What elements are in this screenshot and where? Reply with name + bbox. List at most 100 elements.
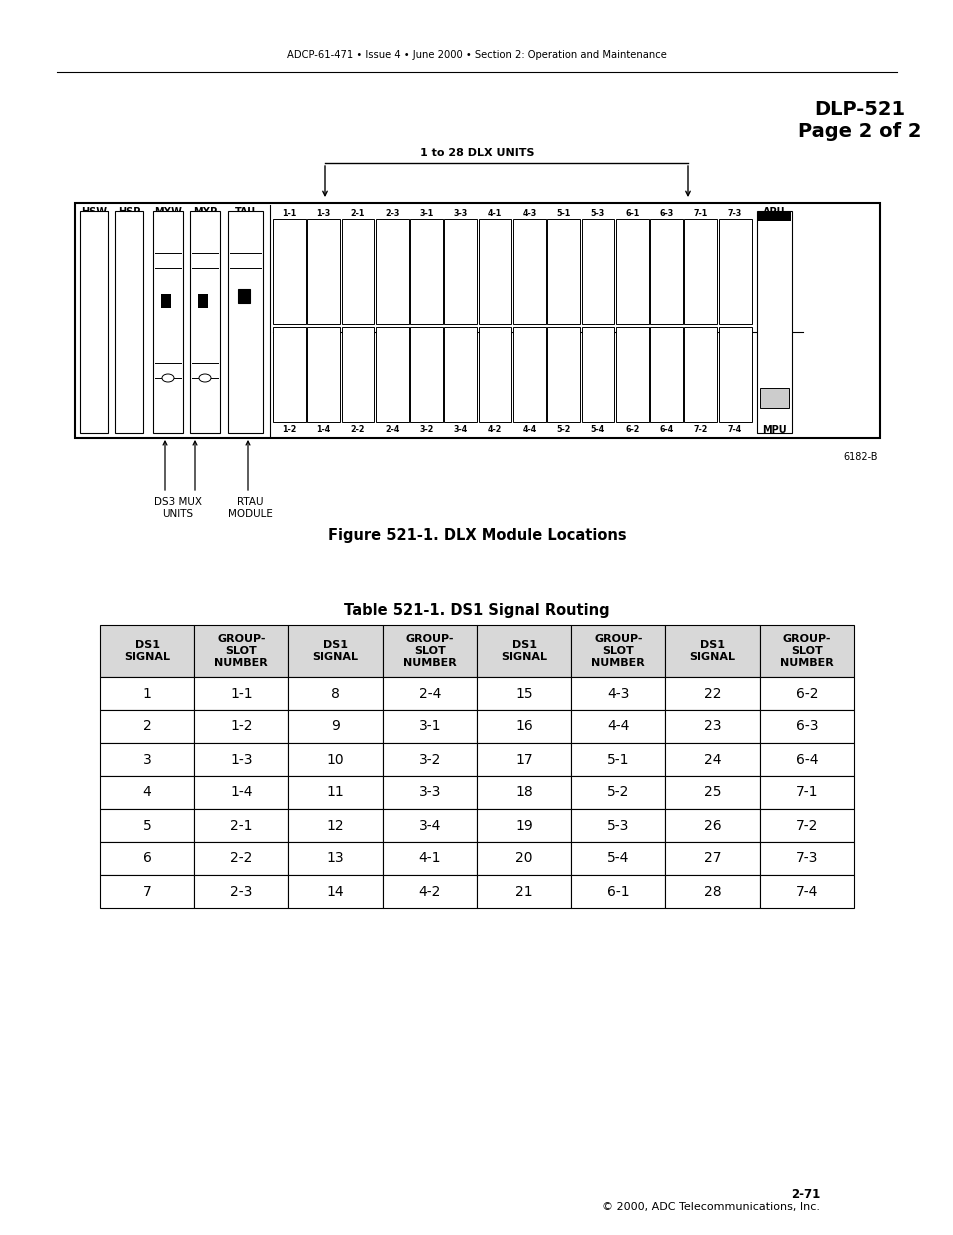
Bar — [476, 842, 571, 876]
Text: MPU: MPU — [761, 425, 786, 435]
Bar — [288, 625, 382, 677]
Text: 13: 13 — [327, 851, 344, 866]
Text: 7-1: 7-1 — [693, 209, 707, 219]
Text: 3-3: 3-3 — [454, 209, 468, 219]
Text: 1-3: 1-3 — [316, 209, 331, 219]
Bar — [665, 710, 759, 743]
Text: 3-1: 3-1 — [419, 209, 434, 219]
Text: 15: 15 — [515, 687, 533, 700]
Text: 11: 11 — [327, 785, 344, 799]
Bar — [476, 743, 571, 776]
Bar — [759, 876, 853, 908]
Bar — [571, 743, 665, 776]
Bar — [581, 219, 614, 324]
Bar — [410, 327, 442, 422]
Ellipse shape — [162, 374, 173, 382]
Text: 1-4: 1-4 — [316, 425, 331, 433]
Text: 4-1: 4-1 — [418, 851, 440, 866]
Text: GROUP-
SLOT
NUMBER: GROUP- SLOT NUMBER — [780, 634, 833, 668]
Text: DS1
SIGNAL: DS1 SIGNAL — [689, 640, 735, 662]
Bar — [100, 876, 194, 908]
Text: 4-1: 4-1 — [488, 209, 501, 219]
Bar — [288, 677, 382, 710]
Text: 3: 3 — [143, 752, 152, 767]
Bar — [382, 743, 476, 776]
Text: 1 to 28 DLX UNITS: 1 to 28 DLX UNITS — [419, 148, 534, 158]
Bar — [100, 743, 194, 776]
Text: 23: 23 — [703, 720, 720, 734]
Text: 6-4: 6-4 — [795, 752, 818, 767]
Text: Figure 521-1. DLX Module Locations: Figure 521-1. DLX Module Locations — [327, 529, 626, 543]
Bar — [382, 677, 476, 710]
Text: 5: 5 — [143, 819, 152, 832]
Bar — [100, 625, 194, 677]
Bar — [665, 776, 759, 809]
Bar — [758, 211, 790, 221]
Text: 24: 24 — [703, 752, 720, 767]
Text: 6-4: 6-4 — [659, 425, 673, 433]
Text: RTAU
MODULE: RTAU MODULE — [228, 496, 273, 519]
Bar — [571, 809, 665, 842]
Text: 8: 8 — [331, 687, 339, 700]
Bar — [273, 219, 306, 324]
Text: 10: 10 — [327, 752, 344, 767]
Text: 2-1: 2-1 — [230, 819, 253, 832]
Bar — [375, 327, 408, 422]
Text: 22: 22 — [703, 687, 720, 700]
Bar — [288, 842, 382, 876]
Bar — [665, 842, 759, 876]
Bar — [718, 219, 751, 324]
Bar — [757, 211, 791, 433]
Bar — [228, 211, 263, 433]
Text: 1-3: 1-3 — [230, 752, 253, 767]
Text: 25: 25 — [703, 785, 720, 799]
Text: 3-2: 3-2 — [418, 752, 440, 767]
Text: 5-4: 5-4 — [590, 425, 604, 433]
Text: 3-2: 3-2 — [419, 425, 434, 433]
Bar — [100, 710, 194, 743]
Bar — [410, 219, 442, 324]
Bar — [665, 677, 759, 710]
Bar — [476, 876, 571, 908]
Text: 3-1: 3-1 — [418, 720, 440, 734]
Text: 12: 12 — [327, 819, 344, 832]
Bar — [100, 677, 194, 710]
Bar — [382, 876, 476, 908]
Text: © 2000, ADC Telecommunications, Inc.: © 2000, ADC Telecommunications, Inc. — [601, 1202, 820, 1212]
Text: GROUP-
SLOT
NUMBER: GROUP- SLOT NUMBER — [214, 634, 268, 668]
Bar — [288, 710, 382, 743]
Ellipse shape — [199, 374, 211, 382]
Bar — [547, 327, 579, 422]
Text: 21: 21 — [515, 884, 533, 899]
Text: 17: 17 — [515, 752, 533, 767]
Text: 2-2: 2-2 — [230, 851, 253, 866]
Bar — [478, 327, 511, 422]
Text: 4-2: 4-2 — [487, 425, 502, 433]
Text: 6-2: 6-2 — [795, 687, 818, 700]
Text: 6-3: 6-3 — [795, 720, 818, 734]
Bar — [194, 842, 288, 876]
Text: 4-4: 4-4 — [521, 425, 536, 433]
Text: 9: 9 — [331, 720, 339, 734]
Text: 4-3: 4-3 — [606, 687, 629, 700]
Text: HSW: HSW — [81, 207, 107, 217]
Bar — [683, 327, 717, 422]
Bar — [759, 743, 853, 776]
Text: HSP: HSP — [117, 207, 140, 217]
Text: 1-2: 1-2 — [282, 425, 296, 433]
Bar — [616, 327, 648, 422]
Bar — [759, 842, 853, 876]
Bar — [476, 776, 571, 809]
Text: 5-4: 5-4 — [606, 851, 629, 866]
Bar — [571, 776, 665, 809]
Bar — [375, 219, 408, 324]
Bar — [382, 842, 476, 876]
Bar — [190, 211, 220, 433]
Bar — [581, 327, 614, 422]
Text: 3-4: 3-4 — [418, 819, 440, 832]
Text: 20: 20 — [515, 851, 533, 866]
Bar — [571, 876, 665, 908]
Bar — [194, 809, 288, 842]
Bar — [288, 743, 382, 776]
Text: 3-3: 3-3 — [418, 785, 440, 799]
